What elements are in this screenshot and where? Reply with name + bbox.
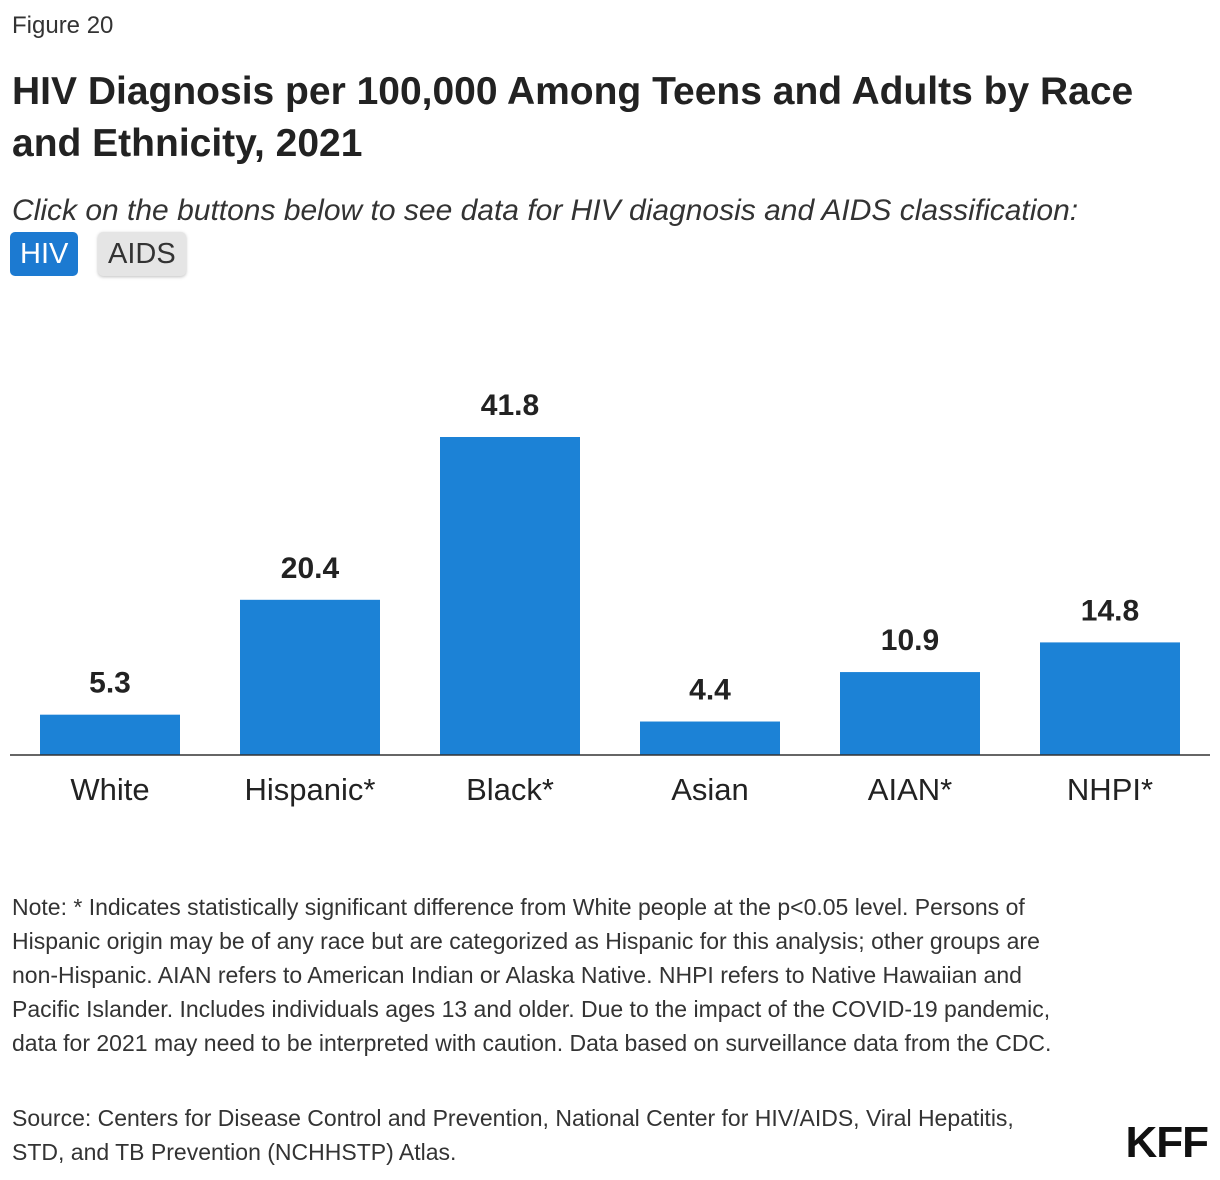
bar xyxy=(40,714,180,755)
value-label: 5.3 xyxy=(89,667,131,700)
x-tick-label: Asian xyxy=(671,772,749,807)
chart: 5.3 White 20.4 Hispanic* 41.8 Black* 4.4 Asian 1… xyxy=(10,389,1210,807)
figure-label: Figure 20 xyxy=(12,12,114,39)
aids-button[interactable]: AIDS xyxy=(98,232,186,276)
bar xyxy=(1040,642,1180,755)
note: Note: * Indicates statistically signific… xyxy=(12,894,1052,1056)
logo: KFF xyxy=(1125,1118,1209,1167)
hiv-button[interactable]: HIV xyxy=(10,232,79,276)
value-label: 10.9 xyxy=(881,624,939,657)
chart-title: HIV Diagnosis per 100,000 Among Teens an… xyxy=(12,70,1134,165)
bar xyxy=(440,437,580,755)
bar xyxy=(840,672,980,755)
x-tick-label: Hispanic* xyxy=(245,772,376,807)
value-label: 41.8 xyxy=(481,389,539,422)
value-label: 20.4 xyxy=(281,552,340,585)
source: Source: Centers for Disease Control and … xyxy=(12,1105,1014,1165)
bar xyxy=(640,721,780,755)
value-label: 14.8 xyxy=(1081,594,1139,627)
x-tick-label: White xyxy=(70,772,149,807)
x-tick-label: AIAN* xyxy=(868,772,952,807)
subtitle: Click on the buttons below to see data f… xyxy=(12,194,1079,227)
x-tick-label: NHPI* xyxy=(1067,772,1153,807)
bar xyxy=(240,599,380,755)
x-tick-label: Black* xyxy=(466,772,554,807)
value-label: 4.4 xyxy=(689,674,731,707)
